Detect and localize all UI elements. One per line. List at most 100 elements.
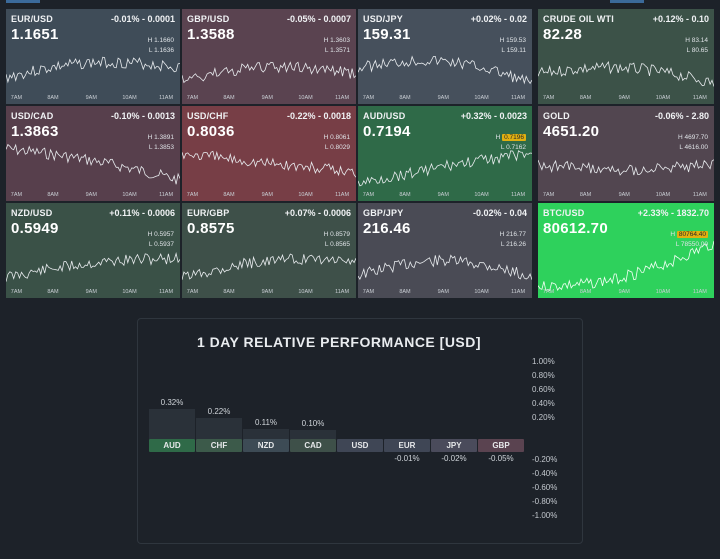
high-value: H 80764.40 xyxy=(670,231,708,238)
performance-value-label: 0.32% xyxy=(160,397,184,407)
time-tick-label: 10AM xyxy=(655,289,671,295)
axis-tick-label: 0.20% xyxy=(532,413,555,422)
price-value: 80612.70 xyxy=(543,220,608,237)
low-prefix: L xyxy=(324,47,329,54)
high-number: 4697.70 xyxy=(684,134,709,141)
sparkline-line xyxy=(358,55,532,85)
change-label: +0.32% - 0.0023 xyxy=(460,111,527,121)
time-tick-label: 7AM xyxy=(10,95,23,101)
change-label: -0.05% - 0.0007 xyxy=(286,14,351,24)
quote-tile-gbp-jpy[interactable]: GBP/JPY -0.02% - 0.04 216.46 H 216.77 L 216.… xyxy=(358,203,532,298)
high-value: H 0.8061 xyxy=(324,134,350,141)
quote-tile-eur-usd[interactable]: EUR/USD -0.01% - 0.0001 1.1651 H 1.1660 L 1.… xyxy=(6,9,180,104)
high-number: 0.8579 xyxy=(330,231,350,238)
change-label: +0.12% - 0.10 xyxy=(652,14,709,24)
time-tick-label: 9AM xyxy=(437,289,449,295)
high-number: 80764.40 xyxy=(676,231,708,238)
low-value: L 1.3571 xyxy=(325,47,350,54)
time-tick-label: 10AM xyxy=(474,289,489,295)
change-label: -0.10% - 0.0013 xyxy=(110,111,175,121)
time-axis: 7AM 8AM 9AM 10AM 11AM xyxy=(358,192,532,199)
change-label: +0.02% - 0.02 xyxy=(470,14,527,24)
symbol-label: GOLD xyxy=(543,111,570,121)
quote-tile-aud-usd[interactable]: AUD/USD +0.32% - 0.0023 0.7194 H 0.7196 L 0.… xyxy=(358,106,532,201)
high-value: H 1.3603 xyxy=(324,37,350,44)
high-number: 1.3603 xyxy=(330,37,350,44)
high-number: 159.53 xyxy=(506,37,526,44)
low-number: 0.8565 xyxy=(330,241,350,248)
time-tick-label: 11AM xyxy=(159,192,174,198)
time-tick-label: 8AM xyxy=(223,289,235,295)
quote-tile-eur-gbp[interactable]: EUR/GBP +0.07% - 0.0006 0.8575 H 0.8579 L 0.… xyxy=(182,203,356,298)
quote-tile-gold[interactable]: GOLD -0.06% - 2.80 4651.20 H 4697.70 L 4616.… xyxy=(538,106,714,201)
time-tick-label: 11AM xyxy=(511,95,526,101)
time-tick-label: 11AM xyxy=(159,289,174,295)
currency-label-gbp: GBP xyxy=(478,439,524,452)
quote-tile-usd-jpy[interactable]: USD/JPY +0.02% - 0.02 159.31 H 159.53 L 159.… xyxy=(358,9,532,104)
high-prefix: H xyxy=(495,134,501,141)
change-label: -0.06% - 2.80 xyxy=(654,111,709,121)
price-value: 0.8575 xyxy=(187,220,235,237)
quote-tile-usd-cad[interactable]: USD/CAD -0.10% - 0.0013 1.3863 H 1.3891 L 1.… xyxy=(6,106,180,201)
low-number: 80.65 xyxy=(691,47,708,54)
low-prefix: L xyxy=(148,47,153,54)
low-prefix: L xyxy=(148,241,153,248)
quote-tile-nzd-usd[interactable]: NZD/USD +0.11% - 0.0006 0.5949 H 0.5957 L 0.… xyxy=(6,203,180,298)
low-prefix: L xyxy=(148,144,153,151)
time-tick-label: 9AM xyxy=(261,95,273,101)
time-tick-label: 10AM xyxy=(122,289,137,295)
low-prefix: L xyxy=(679,144,683,151)
quote-tile-crude-oil-wti[interactable]: CRUDE OIL WTI +0.12% - 0.10 82.28 H 83.14 L … xyxy=(538,9,714,104)
quote-tile-gbp-usd[interactable]: GBP/USD -0.05% - 0.0007 1.3588 H 1.3603 L 1.… xyxy=(182,9,356,104)
time-axis: 7AM 8AM 9AM 10AM 11AM xyxy=(6,95,180,102)
low-number: 78550.00 xyxy=(680,241,708,248)
low-value: L 80.65 xyxy=(687,47,708,54)
performance-value-label: -0.02% xyxy=(441,454,467,463)
quote-tile-btc-usd[interactable]: BTC/USD +2.33% - 1832.70 80612.70 H 80764.4… xyxy=(538,203,714,298)
change-label: -0.01% - 0.0001 xyxy=(110,14,175,24)
time-tick-label: 7AM xyxy=(186,192,199,198)
time-tick-label: 11AM xyxy=(335,289,350,295)
quote-tile-usd-chf[interactable]: USD/CHF -0.22% - 0.0018 0.8036 H 0.8061 L 0.… xyxy=(182,106,356,201)
price-value: 4651.20 xyxy=(543,123,600,140)
time-tick-label: 11AM xyxy=(335,192,350,198)
time-tick-label: 8AM xyxy=(223,95,235,101)
symbol-label: AUD/USD xyxy=(363,111,406,121)
time-tick-label: 10AM xyxy=(298,289,313,295)
currency-label-jpy: JPY xyxy=(431,439,477,452)
relative-performance-panel: 1 DAY RELATIVE PERFORMANCE [USD] AUD 0.32… xyxy=(137,318,583,544)
time-tick-label: 8AM xyxy=(223,192,235,198)
high-prefix: H xyxy=(670,231,676,238)
currency-label-aud: AUD xyxy=(149,439,195,452)
time-tick-label: 8AM xyxy=(47,95,59,101)
currency-label-nzd: NZD xyxy=(243,439,289,452)
time-tick-label: 8AM xyxy=(399,95,411,101)
high-value: H 1.1660 xyxy=(148,37,174,44)
high-number: 83.14 xyxy=(691,37,708,44)
sparkline-line xyxy=(538,61,714,87)
low-prefix: L xyxy=(324,241,329,248)
high-prefix: H xyxy=(323,134,329,141)
high-number: 1.1660 xyxy=(154,37,174,44)
time-axis: 7AM 8AM 9AM 10AM 11AM xyxy=(358,289,532,296)
currency-label-eur: EUR xyxy=(384,439,430,452)
sparkline-chart xyxy=(538,159,714,176)
time-tick-label: 7AM xyxy=(186,289,199,295)
high-prefix: H xyxy=(323,231,329,238)
time-axis: 7AM 8AM 9AM 10AM 11AM xyxy=(182,192,356,199)
high-value: H 159.53 xyxy=(500,37,526,44)
high-value: H 0.7196 xyxy=(496,134,526,141)
high-value: H 83.14 xyxy=(685,37,708,44)
time-axis: 7AM 8AM 9AM 10AM 11AM xyxy=(538,289,714,296)
sparkline-line xyxy=(358,254,532,280)
high-value: H 4697.70 xyxy=(678,134,708,141)
sparkline-line xyxy=(182,150,356,178)
high-number: 216.77 xyxy=(506,231,526,238)
time-tick-label: 10AM xyxy=(122,95,137,101)
time-axis: 7AM 8AM 9AM 10AM 11AM xyxy=(6,192,180,199)
sparkline-chart xyxy=(538,240,714,291)
symbol-label: BTC/USD xyxy=(543,208,585,218)
time-axis: 7AM 8AM 9AM 10AM 11AM xyxy=(182,95,356,102)
time-axis: 7AM 8AM 9AM 10AM 11AM xyxy=(538,95,714,102)
time-tick-label: 9AM xyxy=(437,192,449,198)
